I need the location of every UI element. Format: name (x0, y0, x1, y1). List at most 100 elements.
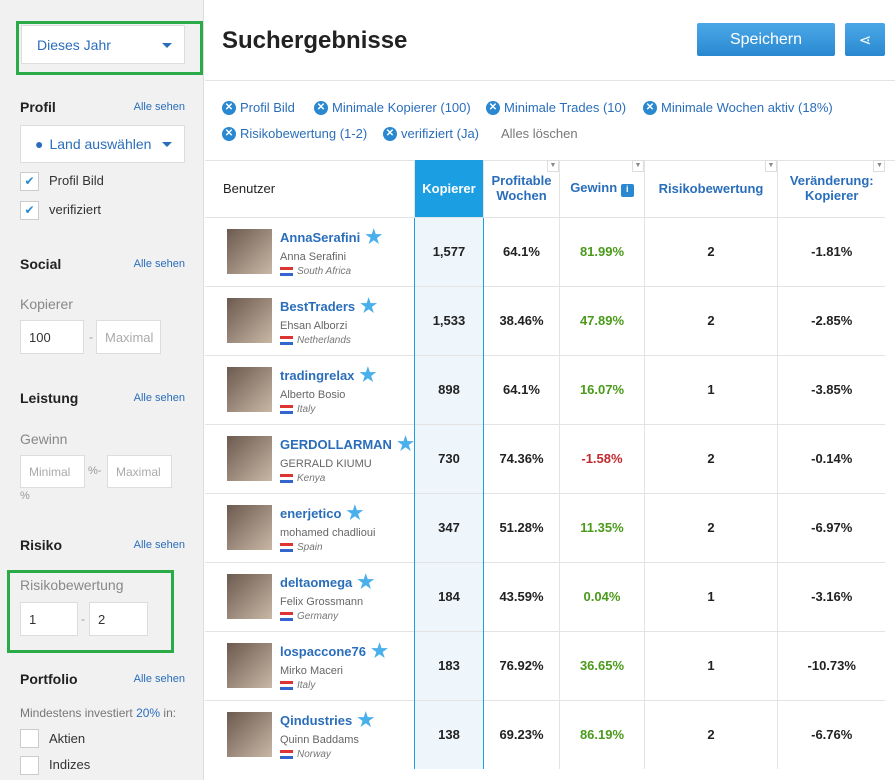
profil-see-all[interactable]: Alle sehen (133, 101, 185, 113)
username-link[interactable]: BestTraders (280, 299, 356, 314)
table-row[interactable]: tradingrelax ★ Alberto Bosio Italy 898 64.1… (205, 354, 886, 424)
col-profitable-wochen[interactable]: Profitable Wochen ▼ (482, 160, 560, 217)
remove-icon[interactable]: ✕ (222, 126, 236, 141)
copiers-cell: 183 (413, 630, 484, 700)
section-profil: Profil (20, 99, 56, 115)
avatar[interactable] (227, 505, 272, 550)
avatar[interactable] (227, 298, 272, 343)
table-row[interactable]: deltaomega ★ Felix Grossmann Germany 184 43… (205, 561, 886, 631)
sort-icon[interactable]: ▼ (546, 160, 559, 172)
globe-icon: ● (35, 136, 44, 152)
table-row[interactable]: BestTraders ★ Ehsan Alborzi Netherlands 1,5… (205, 285, 886, 355)
username-link[interactable]: Qindustries (280, 713, 353, 729)
filter-chip[interactable]: ✕ Minimale Wochen aktiv (18%) (643, 100, 833, 115)
copiers-cell: 138 (413, 699, 484, 769)
info-icon[interactable]: i (620, 183, 634, 197)
star-icon[interactable]: ★ (371, 641, 389, 662)
table-header: Benutzer Kopierer Profitable Wochen ▼ Gew… (205, 160, 886, 217)
username-link[interactable]: tradingrelax (280, 368, 355, 383)
avatar[interactable] (227, 367, 272, 412)
username-link[interactable]: lospaccone76 (280, 644, 366, 659)
checkbox-indizes[interactable] (20, 756, 39, 775)
avatar[interactable] (227, 229, 272, 274)
col-risikobewertung[interactable]: Risikobewertung ▼ (643, 160, 778, 217)
filter-chip[interactable]: ✕ Profil Bild (222, 100, 295, 115)
copiers-cell: 1,533 (413, 285, 484, 355)
table-row[interactable]: enerjetico ★ mohamed chadlioui Spain 347 51… (205, 492, 886, 562)
table-row[interactable]: GERDOLLARMAN ★ GERRALD KIUMU Kenya 730 74.3… (205, 423, 886, 493)
sort-icon[interactable]: ▼ (873, 160, 886, 172)
range-separator: - (81, 612, 85, 626)
filter-label: Profil Bild (240, 100, 295, 115)
star-icon[interactable]: ★ (360, 296, 378, 317)
avatar[interactable] (227, 574, 272, 619)
flag-icon (280, 543, 293, 552)
risk-cell: 2 (643, 423, 778, 493)
gain-cell: 86.19% (558, 699, 645, 769)
filter-chip[interactable]: ✕ Risikobewertung (1-2) (222, 126, 367, 141)
filter-chip[interactable]: ✕ verifiziert (Ja) (383, 126, 479, 141)
risk-max-input[interactable]: 2 (89, 602, 148, 636)
checkbox-verifiziert[interactable]: ✔ (20, 201, 39, 220)
social-see-all[interactable]: Alle sehen (133, 258, 185, 270)
star-icon[interactable]: ★ (365, 227, 383, 248)
leistung-see-all[interactable]: Alle sehen (133, 392, 185, 404)
copiers-min-input[interactable]: 100 (20, 320, 84, 354)
share-button[interactable]: ⋖ (845, 23, 885, 56)
table-row[interactable]: Qindustries ★ Quinn Baddams Norway 138 69.2… (205, 699, 886, 769)
country-select[interactable]: ● Land auswählen (20, 125, 185, 163)
remove-icon[interactable]: ✕ (314, 100, 328, 115)
star-icon[interactable]: ★ (357, 572, 375, 593)
avatar[interactable] (227, 712, 272, 758)
star-icon[interactable]: ★ (396, 434, 414, 455)
remove-icon[interactable]: ✕ (222, 100, 236, 115)
checkbox-aktien[interactable] (20, 729, 39, 748)
remove-icon[interactable]: ✕ (383, 126, 397, 141)
table-row[interactable]: lospaccone76 ★ Mirko Maceri Italy 183 76.92… (205, 630, 886, 700)
save-button[interactable]: Speichern (697, 23, 835, 56)
col-veraenderung[interactable]: Veränderung: Kopierer ▼ (776, 160, 886, 217)
sort-icon[interactable]: ▼ (631, 160, 644, 172)
star-icon[interactable]: ★ (359, 365, 377, 386)
country: Norway (297, 749, 331, 761)
copiers-label: Kopierer (20, 296, 73, 312)
real-name: Ehsan Alborzi (280, 320, 348, 332)
avatar[interactable] (227, 643, 272, 688)
table-row[interactable]: AnnaSerafini ★ Anna Serafini South Africa 1… (205, 216, 886, 286)
username-link[interactable]: AnnaSerafini (280, 230, 361, 245)
col-kopierer[interactable]: Kopierer (413, 160, 484, 217)
hint-text: Mindestens investiert (20, 706, 137, 720)
checkbox-profil-bild[interactable]: ✔ (20, 172, 39, 191)
username-link[interactable]: enerjetico (280, 506, 342, 521)
hint-pct[interactable]: 20% (136, 706, 161, 720)
filter-chip[interactable]: ✕ Minimale Kopierer (100) (314, 100, 471, 115)
real-name: GERRALD KIUMU (280, 458, 372, 470)
country: Kenya (297, 473, 326, 484)
profitable-weeks-cell: 38.46% (482, 285, 560, 355)
portfolio-see-all[interactable]: Alle sehen (133, 673, 185, 685)
filter-label: verifiziert (Ja) (401, 126, 480, 141)
username-link[interactable]: deltaomega (280, 575, 353, 590)
risiko-see-all[interactable]: Alle sehen (133, 539, 185, 551)
risk-min-input[interactable]: 1 (20, 602, 78, 636)
remove-icon[interactable]: ✕ (643, 100, 657, 115)
remove-icon[interactable]: ✕ (486, 100, 500, 115)
gain-cell: 16.07% (558, 354, 645, 424)
sort-icon[interactable]: ▼ (764, 160, 777, 172)
gain-max-input[interactable]: Maximal (107, 455, 172, 488)
period-select[interactable]: Dieses Jahr (21, 25, 185, 64)
gain-min-input[interactable]: Minimal (20, 455, 85, 488)
copiers-cell: 184 (413, 561, 484, 631)
copiers-max-input[interactable]: Maximal (96, 320, 161, 354)
avatar[interactable] (227, 436, 272, 481)
filter-chip[interactable]: ✕ Minimale Trades (10) (486, 100, 626, 115)
star-icon[interactable]: ★ (357, 710, 375, 732)
star-icon[interactable]: ★ (346, 503, 364, 524)
clear-all-link[interactable]: Alles löschen (501, 126, 578, 141)
real-name: Quinn Baddams (280, 734, 359, 747)
section-risiko: Risiko (20, 537, 63, 553)
col-gewinn[interactable]: Gewinn i ▼ (558, 160, 645, 217)
username-link[interactable]: GERDOLLARMAN (280, 437, 392, 452)
real-name: Anna Serafini (280, 251, 347, 263)
chevron-down-icon (162, 42, 172, 48)
